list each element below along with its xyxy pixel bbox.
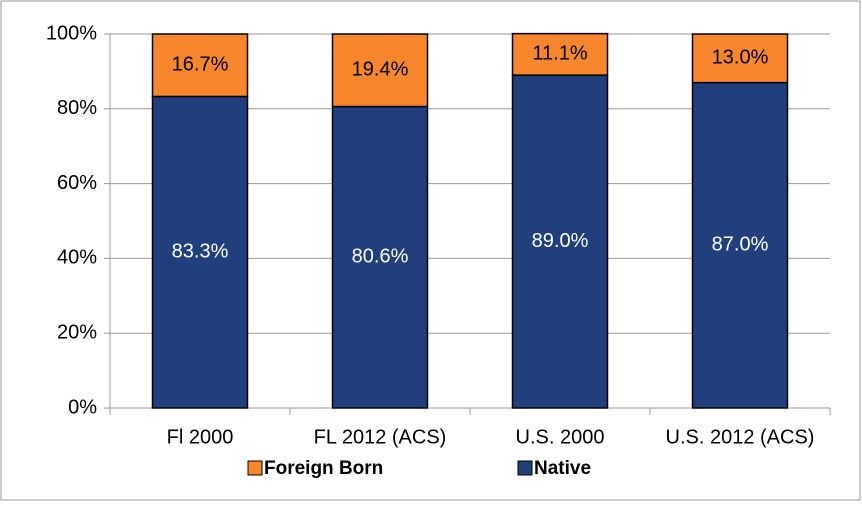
y-tick-label: 0% [68, 396, 97, 418]
value-label: 83.3% [172, 241, 229, 263]
y-tick-label: 100% [46, 22, 97, 44]
x-tick-label: U.S. 2000 [516, 426, 605, 448]
bar-segment [511, 32, 609, 76]
x-tick-label: U.S. 2012 (ACS) [666, 426, 815, 448]
legend-label: Native [534, 458, 591, 479]
value-label: 13.0% [712, 47, 769, 69]
value-label: 11.1% [532, 43, 587, 65]
value-label: 87.0% [712, 234, 769, 256]
y-tick-label: 80% [57, 97, 97, 119]
value-label: 89.0% [532, 230, 589, 252]
legend-swatch [517, 460, 533, 476]
bar-segment [691, 81, 789, 409]
bar-segment [511, 74, 609, 409]
y-tick-label: 40% [57, 247, 97, 269]
bar-segment [691, 33, 789, 84]
y-tick-label: 60% [57, 172, 97, 194]
legend-swatch [247, 460, 263, 476]
bar-segment [151, 95, 249, 409]
value-label: 16.7% [172, 54, 229, 76]
legend-label: Foreign Born [264, 458, 383, 479]
x-tick-label: Fl 2000 [167, 426, 234, 448]
bar-segment [331, 33, 429, 108]
x-tick-label: FL 2012 (ACS) [314, 426, 447, 448]
bar-segment [331, 105, 429, 409]
value-label: 19.4% [352, 59, 409, 81]
y-tick-label: 20% [57, 321, 97, 343]
value-label: 80.6% [352, 246, 409, 268]
bar-segment [151, 33, 249, 98]
